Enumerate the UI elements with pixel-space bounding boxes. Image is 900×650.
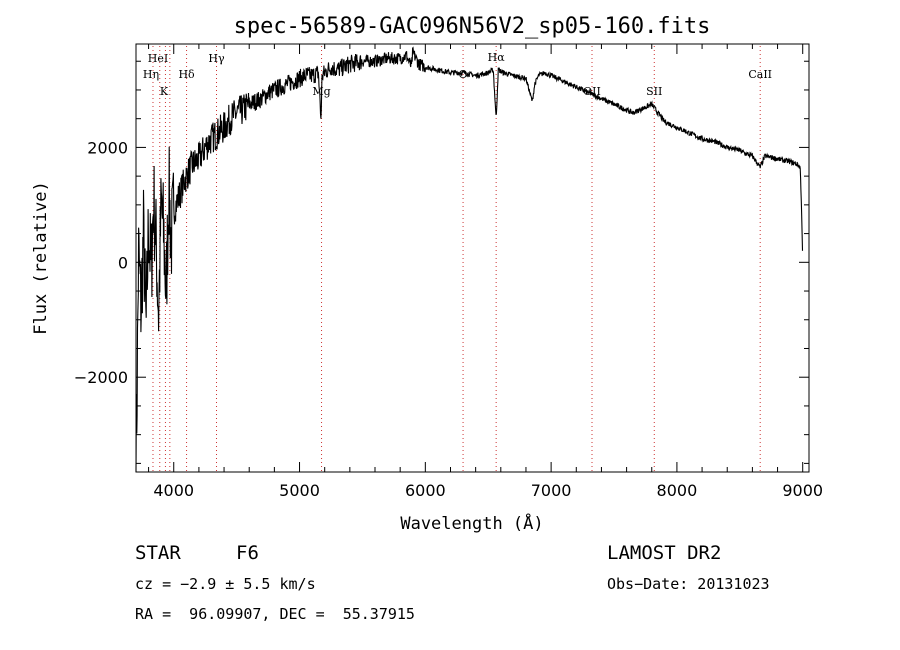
line-label: Hδ — [178, 68, 195, 81]
axis-ticks: 4000 5000 6000 7000 8000 9000 −2000 0 2000 — [74, 44, 823, 500]
redshift-velocity: cz = −2.9 ± 5.5 km/s — [135, 575, 316, 593]
line-label: K — [160, 85, 169, 98]
observation-date: Obs−Date: 20131023 — [607, 575, 770, 593]
x-tick-label: 6000 — [405, 481, 446, 500]
x-tick-label: 5000 — [279, 481, 320, 500]
y-axis-label: Flux (relative) — [31, 181, 51, 335]
line-label: Hγ — [208, 52, 225, 65]
line-label: Hη — [143, 68, 159, 81]
coordinates: RA = 96.09907, DEC = 55.37915 — [135, 605, 415, 623]
line-label: SII — [646, 85, 662, 98]
x-tick-label: 7000 — [531, 481, 572, 500]
x-tick-label: 4000 — [153, 481, 194, 500]
y-tick-label: 0 — [118, 253, 128, 272]
line-label: HeI — [148, 52, 168, 65]
x-tick-label: 8000 — [657, 481, 698, 500]
object-class: STAR — [135, 542, 181, 564]
survey-name: LAMOST DR2 — [607, 542, 722, 564]
x-tick-label: 9000 — [782, 481, 823, 500]
y-tick-label: 2000 — [87, 138, 128, 157]
line-label: O — [459, 68, 468, 81]
x-axis-label: Wavelength (Å) — [400, 512, 543, 534]
y-tick-label: −2000 — [74, 368, 128, 387]
chart-title: spec-56589-GAC096N56V2_sp05-160.fits — [234, 14, 711, 39]
line-label: OII — [583, 85, 601, 98]
object-subclass: F6 — [236, 542, 259, 564]
spectrum-line — [135, 46, 804, 473]
line-label: CaII — [748, 68, 772, 81]
line-label: Hα — [488, 51, 506, 64]
plot-frame — [135, 43, 810, 473]
